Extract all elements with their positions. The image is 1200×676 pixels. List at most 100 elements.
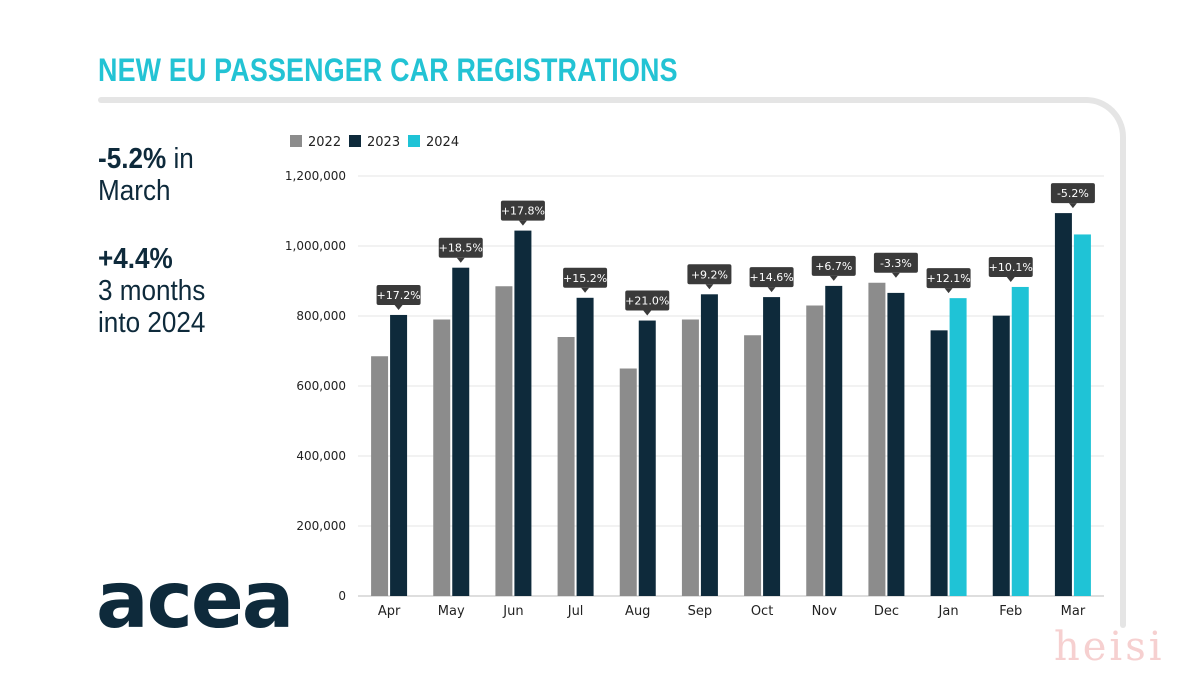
data-label-pointer <box>518 220 527 226</box>
frame-top-border <box>98 97 1090 103</box>
data-label-box <box>438 237 483 258</box>
stat-ytd: +4.4% 3 months into 2024 <box>98 243 205 339</box>
bar-2023-jan <box>930 330 948 596</box>
x-tick-label-feb: Feb <box>999 604 1022 619</box>
data-label-oct: +14.6% <box>749 271 793 284</box>
data-label-pointer <box>767 287 776 293</box>
x-tick-label-sep: Sep <box>688 604 713 619</box>
bar-2023-nov <box>825 285 843 596</box>
acea-logo: acea <box>96 556 294 646</box>
data-label-jul: +15.2% <box>563 272 607 285</box>
data-label-pointer <box>1006 276 1015 282</box>
data-label-box <box>500 200 545 221</box>
bar-2023-aug <box>638 320 656 596</box>
data-label-box <box>376 284 421 305</box>
chart-bars <box>371 213 1091 596</box>
data-label-box <box>926 268 971 289</box>
y-axis-ticks: 0 200,000 400,000 600,000 800,000 1,000,000 1,… <box>285 169 346 603</box>
watermark: heisi <box>1054 624 1165 670</box>
x-tick-label-may: May <box>438 604 465 619</box>
x-tick-label-jun: Jun <box>502 604 523 619</box>
bar-2023-dec <box>887 292 905 596</box>
stat-march-text: in <box>173 143 194 175</box>
bar-2022-apr <box>371 356 389 596</box>
x-tick-label-aug: Aug <box>625 604 650 619</box>
bar-2023-jun <box>514 230 532 596</box>
data-label-aug: +21.0% <box>625 295 669 308</box>
data-label-box <box>811 255 856 276</box>
x-tick-label-apr: Apr <box>378 604 401 619</box>
data-label-nov: +6.7% <box>815 260 852 273</box>
y-tick-label: 800,000 <box>296 309 346 323</box>
bar-2022-sep <box>681 319 699 596</box>
legend-swatch-2023 <box>349 135 361 147</box>
bar-2023-oct <box>763 297 781 596</box>
x-tick-label-jan: Jan <box>938 604 959 619</box>
data-label-pointer <box>829 275 838 281</box>
x-tick-label-dec: Dec <box>874 604 899 619</box>
data-label-dec: -3.3% <box>880 257 912 270</box>
y-tick-label: 200,000 <box>296 519 346 533</box>
bar-2022-oct <box>744 335 762 596</box>
data-label-box <box>687 264 732 285</box>
data-label-pointer <box>705 284 714 290</box>
bar-2024-jan <box>949 298 967 596</box>
stat-march-value: -5.2% <box>98 143 167 175</box>
bar-2023-sep <box>700 294 718 596</box>
x-axis-categories: Apr May Jun Jul Aug Sep Oct Nov Dec Jan Feb Mar <box>378 604 1086 619</box>
bar-2022-jun <box>495 286 513 596</box>
legend-label-2022: 2022 <box>308 135 341 150</box>
chart-data-labels: +17.2% +18.5% +17.8% +15.2% +21.0% +9.2% +14.6… <box>376 183 1095 316</box>
data-label-jan: +12.1% <box>926 272 970 285</box>
page-title: NEW EU PASSENGER CAR REGISTRATIONS <box>98 52 678 88</box>
legend-swatch-2024 <box>408 135 420 147</box>
data-label-pointer <box>394 304 403 310</box>
bar-2023-apr <box>390 314 408 596</box>
stat-ytd-line3: into 2024 <box>98 307 206 339</box>
y-tick-label: 600,000 <box>296 379 346 393</box>
chart-legend: 2022 2023 2024 <box>290 135 459 150</box>
legend-label-2024: 2024 <box>426 135 459 150</box>
y-tick-label: 1,200,000 <box>285 169 346 183</box>
data-label-sep: +9.2% <box>691 268 728 281</box>
x-tick-label-jul: Jul <box>567 604 584 619</box>
data-label-pointer <box>643 310 652 316</box>
data-label-box <box>873 252 918 273</box>
stat-ytd-value: +4.4% <box>98 243 173 275</box>
data-label-box <box>749 267 794 288</box>
data-label-box <box>1050 183 1095 204</box>
data-label-pointer <box>456 257 465 263</box>
bar-2023-may <box>452 267 470 596</box>
data-label-apr: +17.2% <box>376 289 420 302</box>
data-label-jun: +17.8% <box>501 205 545 218</box>
data-label-pointer <box>944 288 953 294</box>
data-label-box <box>625 290 670 311</box>
stat-ytd-line2: 3 months <box>98 275 206 307</box>
data-label-pointer <box>581 287 590 293</box>
data-label-pointer <box>1068 203 1077 209</box>
legend-label-2023: 2023 <box>367 135 400 150</box>
bar-2023-jul <box>576 297 594 596</box>
x-tick-label-oct: Oct <box>751 604 773 619</box>
bar-2022-jul <box>557 337 575 596</box>
bar-2022-dec <box>868 282 886 596</box>
data-label-pointer <box>891 272 900 278</box>
data-label-box <box>988 256 1033 277</box>
bar-2022-may <box>433 319 451 596</box>
bar-2023-mar <box>1054 213 1072 596</box>
y-tick-label: 1,000,000 <box>285 239 346 253</box>
data-label-box <box>563 267 608 288</box>
bar-2022-aug <box>619 368 637 596</box>
chart-grid <box>358 175 1104 597</box>
x-tick-label-nov: Nov <box>812 604 838 619</box>
frame-corner <box>1060 97 1126 163</box>
bar-2024-mar <box>1073 234 1091 596</box>
data-label-mar: -5.2% <box>1057 187 1089 200</box>
bar-2024-feb <box>1011 286 1029 596</box>
frame-right-border <box>1120 140 1126 628</box>
stat-march-line2: March <box>98 175 171 207</box>
stat-march: -5.2% in March <box>98 143 194 207</box>
x-tick-label-mar: Mar <box>1061 604 1086 619</box>
y-tick-label: 0 <box>338 589 346 603</box>
